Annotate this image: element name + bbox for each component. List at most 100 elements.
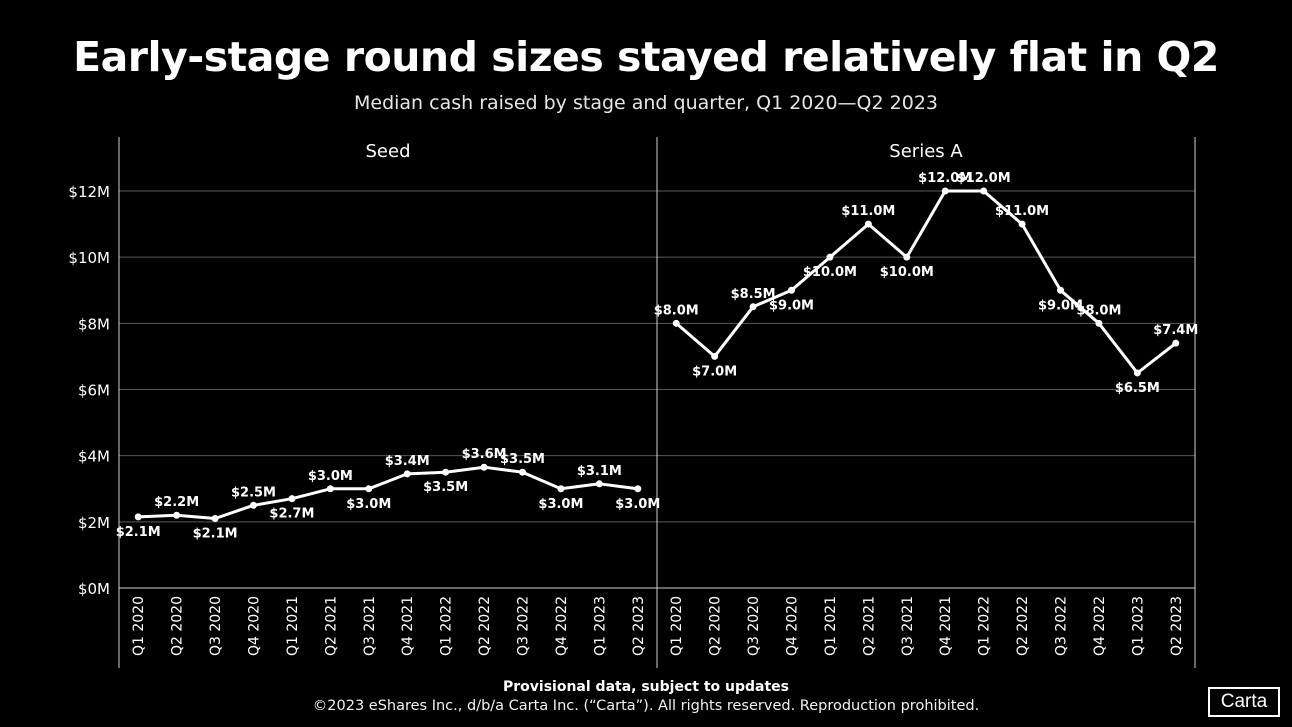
x-tick-label-seed: Q2 2022	[477, 596, 493, 656]
data-label-series-a: $8.0M	[1076, 303, 1121, 318]
x-tick-label-series-a: Q1 2022	[977, 596, 993, 656]
data-label-seed: $3.5M	[500, 452, 545, 467]
chart-title: Early-stage round sizes stayed relativel…	[73, 33, 1219, 81]
data-label-seed: $2.1M	[193, 527, 238, 542]
x-tick-label-series-a: Q3 2021	[900, 596, 916, 656]
copyright-notice: ©2023 eShares Inc., d/b/a Carta Inc. (“C…	[312, 698, 980, 714]
x-tick-label-seed: Q2 2020	[170, 596, 186, 656]
data-label-series-a: $7.4M	[1153, 323, 1198, 338]
data-point-seed	[442, 468, 450, 476]
data-label-series-a: $11.0M	[995, 204, 1049, 219]
data-label-seed: $3.0M	[538, 497, 583, 512]
y-tick-label: $2M	[78, 514, 110, 532]
data-point-series-a	[672, 319, 680, 327]
data-point-series-a	[1172, 339, 1180, 347]
data-point-series-a	[903, 253, 911, 261]
data-point-seed	[134, 513, 142, 521]
x-tick-label-seed: Q1 2021	[285, 596, 301, 656]
x-tick-label-series-a: Q1 2021	[823, 596, 839, 656]
data-point-series-a	[749, 303, 757, 311]
data-label-seed: $2.7M	[269, 507, 314, 522]
x-tick-label-seed: Q3 2022	[516, 596, 532, 656]
x-tick-label-seed: Q4 2022	[554, 596, 570, 656]
data-point-seed	[519, 468, 526, 476]
data-point-seed	[250, 501, 257, 509]
data-point-series-a	[980, 187, 988, 195]
data-point-series-a	[1018, 220, 1026, 228]
data-point-series-a	[711, 352, 719, 360]
x-tick-label-series-a: Q3 2020	[746, 596, 762, 656]
data-label-series-a: $9.0M	[1038, 298, 1083, 313]
x-tick-label-seed: Q4 2020	[247, 596, 263, 656]
data-label-seed: $2.2M	[154, 495, 199, 510]
x-tick-label-series-a: Q2 2023	[1169, 596, 1185, 656]
data-point-seed	[634, 485, 642, 493]
panel-title-series-a: Series A	[889, 141, 963, 162]
data-label-series-a: $10.0M	[803, 265, 857, 280]
data-label-seed: $3.6M	[462, 447, 507, 462]
data-label-series-a: $12.0M	[918, 171, 972, 186]
data-point-seed	[173, 511, 181, 519]
data-label-seed: $3.0M	[308, 469, 353, 484]
data-point-series-a	[826, 253, 834, 261]
carta-logo: Carta	[1208, 687, 1280, 717]
x-tick-label-series-a: Q2 2020	[708, 596, 724, 656]
data-point-series-a	[864, 220, 872, 228]
chart-subtitle: Median cash raised by stage and quarter,…	[353, 92, 938, 114]
panel-title-seed: Seed	[366, 141, 411, 162]
data-label-seed: $3.0M	[346, 497, 391, 512]
series-line-series-a	[675, 189, 1177, 375]
provisional-note: Provisional data, subject to updates	[503, 679, 789, 695]
y-tick-label: $6M	[78, 382, 110, 400]
x-tick-label-series-a: Q2 2022	[1015, 596, 1031, 656]
data-label-series-a: $8.0M	[654, 303, 699, 318]
x-tick-label-seed: Q1 2022	[439, 596, 455, 656]
data-point-seed	[480, 463, 488, 471]
x-tick-label-series-a: Q4 2020	[785, 596, 801, 656]
data-point-series-a	[1095, 319, 1103, 327]
x-tick-label-series-a: Q1 2023	[1130, 596, 1146, 656]
data-label-seed: $3.0M	[615, 497, 660, 512]
data-point-series-a	[788, 286, 795, 294]
data-point-seed	[595, 480, 603, 488]
data-label-series-a: $6.5M	[1115, 381, 1160, 396]
y-tick-label: $10M	[68, 249, 110, 267]
data-label-seed: $2.1M	[116, 525, 161, 540]
data-label-series-a: $11.0M	[841, 204, 895, 219]
x-tick-label-series-a: Q3 2022	[1054, 596, 1070, 656]
x-tick-label-seed: Q1 2023	[592, 596, 608, 656]
series-line-seed	[138, 465, 638, 520]
x-tick-label-seed: Q1 2020	[131, 596, 147, 656]
data-point-series-a	[941, 187, 949, 195]
x-tick-label-series-a: Q4 2022	[1092, 596, 1108, 656]
y-tick-label: $4M	[78, 448, 110, 466]
data-point-seed	[365, 485, 373, 493]
y-tick-label: $8M	[78, 315, 110, 333]
data-point-series-a	[1133, 369, 1141, 377]
data-point-seed	[557, 485, 565, 493]
data-point-seed	[211, 515, 219, 523]
y-tick-label: $12M	[68, 183, 110, 201]
data-label-series-a: $9.0M	[769, 298, 814, 313]
x-tick-label-seed: Q3 2020	[208, 596, 224, 656]
data-label-seed: $2.5M	[231, 485, 276, 500]
data-point-seed	[403, 470, 411, 478]
x-tick-label-series-a: Q1 2020	[669, 596, 685, 656]
y-tick-label: $0M	[78, 580, 110, 598]
data-label-series-a: $7.0M	[692, 364, 737, 379]
data-label-seed: $3.1M	[577, 464, 622, 479]
data-point-seed	[326, 485, 334, 493]
data-point-series-a	[1057, 286, 1064, 294]
x-tick-label-series-a: Q4 2021	[938, 596, 954, 656]
data-label-series-a: $10.0M	[880, 265, 934, 280]
x-tick-label-series-a: Q2 2021	[861, 596, 877, 656]
data-label-series-a: $8.5M	[731, 287, 776, 302]
x-tick-label-seed: Q2 2021	[323, 596, 339, 656]
data-label-series-a: $12.0M	[957, 171, 1011, 186]
x-tick-label-seed: Q2 2023	[631, 596, 647, 656]
data-point-seed	[288, 495, 296, 503]
data-label-seed: $3.4M	[385, 454, 430, 469]
x-tick-label-seed: Q3 2021	[362, 596, 378, 656]
data-label-seed: $3.5M	[423, 480, 468, 495]
